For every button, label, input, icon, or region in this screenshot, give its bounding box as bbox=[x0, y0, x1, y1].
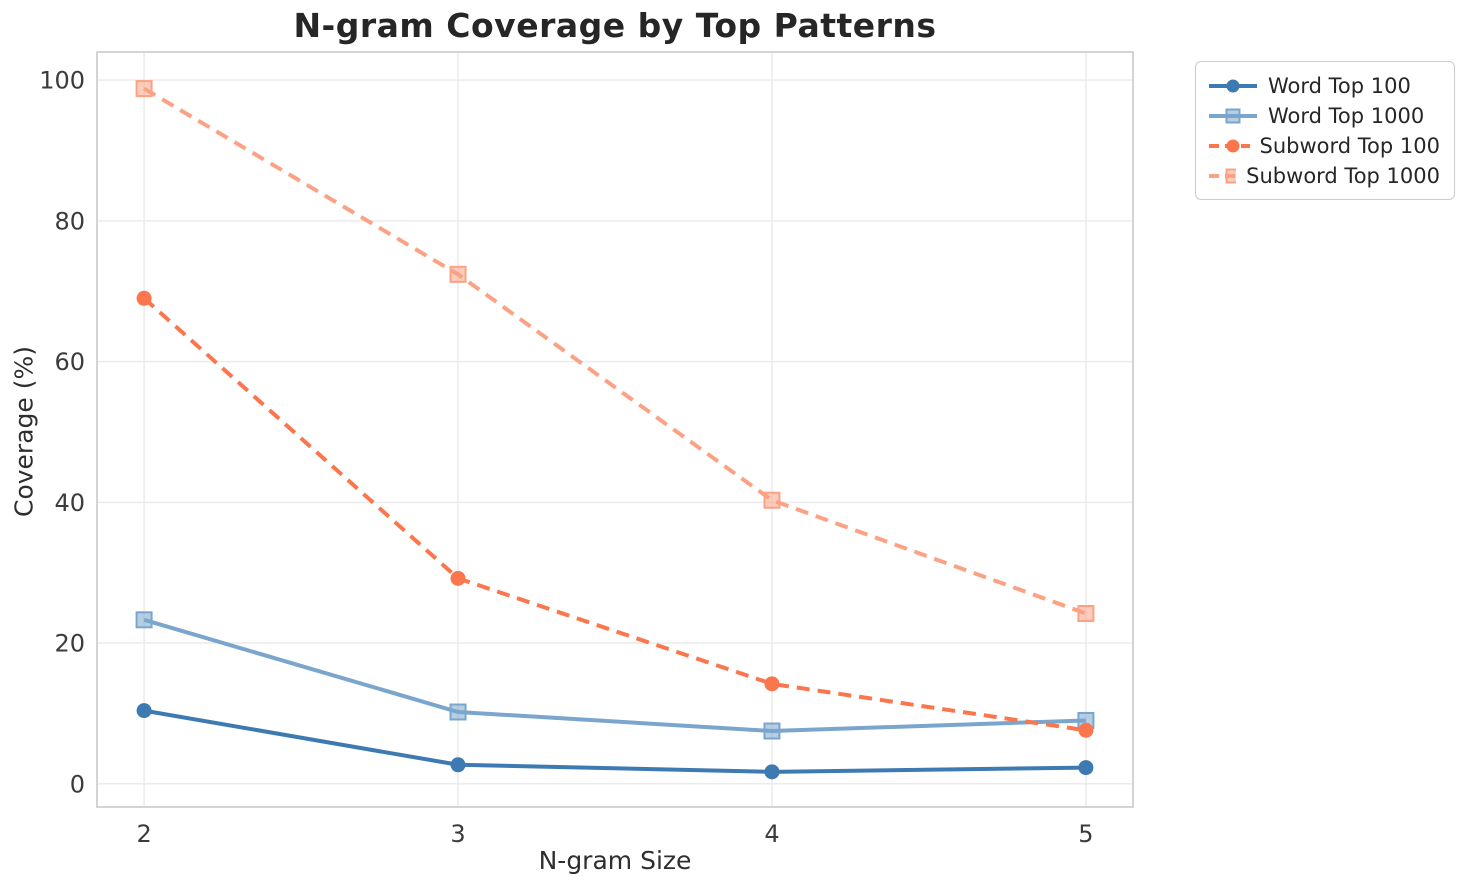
legend-swatch-square-icon bbox=[1209, 108, 1257, 123]
chart-title: N-gram Coverage by Top Patterns bbox=[293, 6, 937, 45]
series-line bbox=[143, 86, 1087, 616]
data-point-marker-square bbox=[763, 722, 781, 740]
y-tick-label: 20 bbox=[54, 630, 85, 658]
x-tick-label: 2 bbox=[136, 820, 151, 848]
y-tick-label: 60 bbox=[54, 348, 85, 376]
legend-box: Word Top 100 Word Top 1000 Subword Top 100… bbox=[1195, 61, 1455, 200]
data-point-marker-circle bbox=[764, 764, 780, 780]
x-axis-label: N-gram Size bbox=[538, 846, 692, 875]
data-point-marker-square bbox=[1225, 108, 1241, 123]
legend-label: Word Top 100 bbox=[1268, 73, 1411, 98]
series-word-top-1000 bbox=[135, 611, 1095, 740]
data-point-marker-circle bbox=[1078, 760, 1094, 776]
x-tick-label: 3 bbox=[450, 820, 465, 848]
series-line bbox=[142, 296, 1087, 733]
legend-item: Subword Top 1000 bbox=[1208, 162, 1440, 189]
y-tick-label: 80 bbox=[54, 207, 85, 235]
legend-label: Subword Top 100 bbox=[1259, 133, 1440, 158]
data-point-marker-circle bbox=[450, 757, 466, 773]
legend-item: Subword Top 100 bbox=[1208, 132, 1440, 159]
series-word-top-100 bbox=[136, 703, 1094, 780]
y-tick-label: 0 bbox=[70, 770, 85, 798]
data-point-marker-circle bbox=[1226, 139, 1240, 152]
data-point-marker-circle bbox=[764, 676, 780, 692]
series-subword-top-1000 bbox=[135, 80, 1095, 623]
data-point-marker-circle bbox=[450, 570, 466, 586]
series-line bbox=[143, 708, 1086, 774]
y-tick-label: 100 bbox=[39, 67, 85, 95]
data-point-marker-square bbox=[135, 611, 153, 629]
y-axis-label: Coverage (%) bbox=[9, 346, 39, 517]
data-point-marker-circle bbox=[136, 703, 152, 719]
data-point-marker-square bbox=[1077, 605, 1095, 623]
x-tick-label: 5 bbox=[1078, 820, 1093, 848]
legend-item: Word Top 1000 bbox=[1208, 102, 1440, 129]
data-point-marker-circle bbox=[136, 290, 152, 306]
data-point-marker-square bbox=[449, 265, 467, 283]
data-point-marker-square bbox=[1225, 168, 1237, 183]
legend-swatch-circle-icon bbox=[1209, 139, 1250, 152]
legend-swatch-square-icon bbox=[1209, 168, 1237, 183]
data-point-marker-square bbox=[135, 80, 153, 98]
series-subword-top-100 bbox=[136, 290, 1094, 738]
data-point-marker-square bbox=[763, 491, 781, 509]
x-tick-label: 4 bbox=[764, 820, 779, 848]
series-line bbox=[143, 617, 1086, 734]
legend-swatch-circle-icon bbox=[1209, 79, 1257, 92]
legend-item: Word Top 100 bbox=[1208, 72, 1440, 99]
axes-spines bbox=[96, 51, 1134, 808]
data-point-marker-circle bbox=[1226, 79, 1240, 92]
legend-label: Word Top 1000 bbox=[1268, 103, 1425, 128]
data-point-marker-square bbox=[449, 703, 467, 721]
data-point-marker-circle bbox=[1078, 722, 1094, 738]
legend-label: Subword Top 1000 bbox=[1246, 163, 1440, 188]
y-tick-label: 40 bbox=[54, 489, 85, 517]
